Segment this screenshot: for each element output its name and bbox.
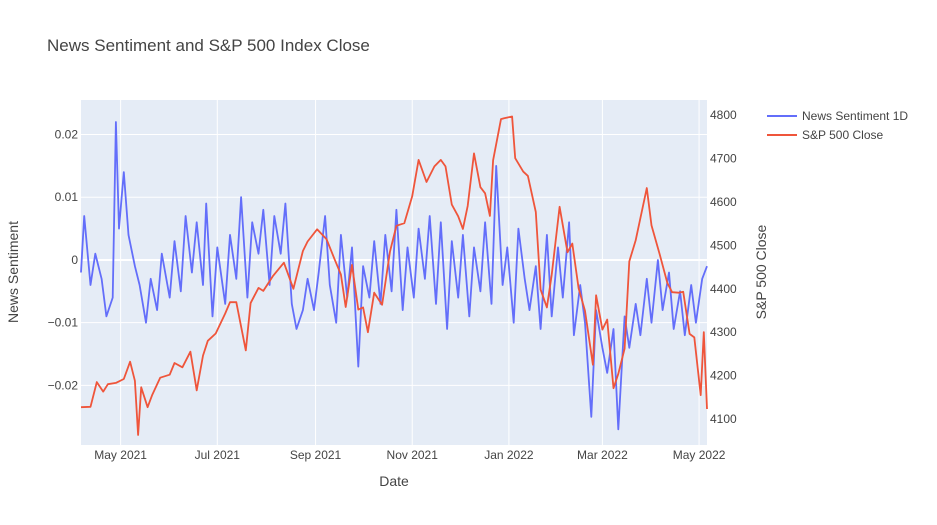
legend-item-2[interactable]: S&P 500 Close <box>767 128 883 142</box>
plot-area <box>81 100 707 445</box>
y-right-tick-label: 4600 <box>710 195 737 209</box>
series-line-2[interactable] <box>80 115 708 436</box>
y-right-tick-label: 4200 <box>710 369 737 383</box>
y-left-tick-label: 0.02 <box>55 128 79 142</box>
chart-title: News Sentiment and S&P 500 Index Close <box>47 36 370 55</box>
x-tick-label: Sep 2021 <box>290 448 342 462</box>
y-right-axis-ticks: 4800 4700 4600 4500 4400 4300 4200 4100 <box>710 108 737 426</box>
x-tick-label: May 2021 <box>94 448 147 462</box>
y-left-tick-label: −0.02 <box>48 378 79 392</box>
x-tick-label: May 2022 <box>673 448 726 462</box>
y-right-tick-label: 4300 <box>710 325 737 339</box>
y-right-tick-label: 4500 <box>710 238 737 252</box>
y-right-tick-label: 4800 <box>710 108 737 122</box>
y-left-tick-label: 0 <box>71 253 78 267</box>
legend-item-1[interactable]: News Sentiment 1D <box>767 109 908 123</box>
y-left-axis-title: News Sentiment <box>5 221 21 323</box>
x-tick-label: Jan 2022 <box>484 448 534 462</box>
y-right-axis-title: S&P 500 Close <box>753 224 769 319</box>
legend-label: News Sentiment 1D <box>802 109 908 123</box>
legend[interactable]: News Sentiment 1D S&P 500 Close <box>767 109 908 142</box>
y-left-axis-ticks: 0.02 0.01 0 −0.01 −0.02 <box>48 128 79 393</box>
x-axis-ticks: May 2021 Jul 2021 Sep 2021 Nov 2021 Jan 2022… <box>94 448 725 462</box>
y-left-tick-label: −0.01 <box>48 316 79 330</box>
series-layer <box>80 115 708 436</box>
x-axis-title: Date <box>379 473 409 489</box>
x-tick-label: Mar 2022 <box>577 448 628 462</box>
y-right-tick-label: 4400 <box>710 282 737 296</box>
y-right-tick-label: 4700 <box>710 152 737 166</box>
legend-label: S&P 500 Close <box>802 128 883 142</box>
x-tick-label: Nov 2021 <box>387 448 439 462</box>
x-tick-label: Jul 2021 <box>195 448 241 462</box>
y-left-tick-label: 0.01 <box>55 190 79 204</box>
series-line-1[interactable] <box>80 121 708 431</box>
y-right-tick-label: 4100 <box>710 412 737 426</box>
